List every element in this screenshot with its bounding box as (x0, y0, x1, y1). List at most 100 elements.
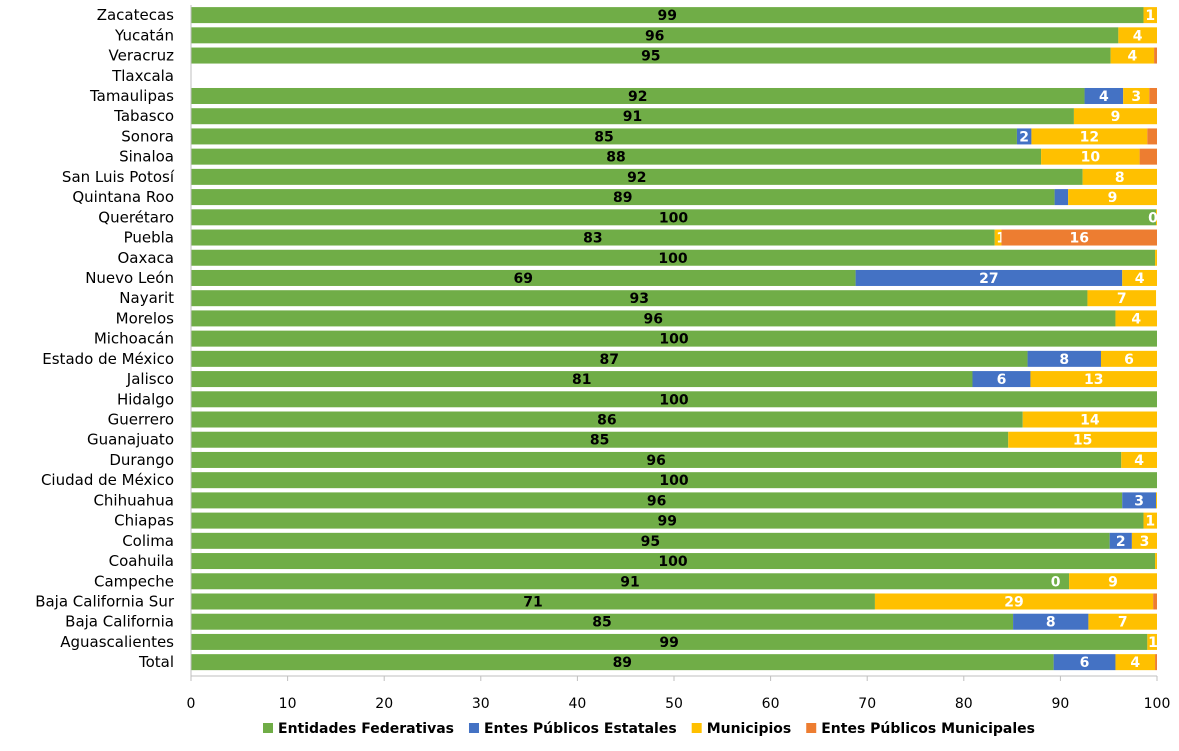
data-label-entidades-federativas-campeche: 91 (620, 574, 639, 590)
bar-entidades-federativas-estado-de-mexico (191, 350, 1028, 367)
bar-municipios-baja-california (1088, 613, 1157, 630)
data-label-entidades-federativas-guanajuato: 85 (590, 433, 609, 449)
bar-entidades-federativas-queretaro (191, 209, 1157, 226)
data-label-municipios-puebla: 1 (996, 231, 1006, 247)
data-label-municipios-tamaulipas: 3 (1131, 89, 1141, 105)
data-label-entidades-federativas-tamaulipas: 92 (628, 89, 647, 105)
category-label-morelos: Morelos (116, 309, 175, 327)
x-tick-label-80: 80 (955, 696, 973, 712)
data-label-municipios-guanajuato: 15 (1073, 433, 1092, 449)
bar-entidades-federativas-chiapas (191, 512, 1144, 529)
data-label-entidades-federativas-guerrero: 86 (597, 413, 616, 429)
data-label-entes-publicos-municipales-puebla: 16 (1069, 231, 1088, 247)
data-label-entidades-federativas-chihuahua: 96 (647, 493, 666, 509)
data-label-entes-publicos-estatales-colima: 2 (1116, 534, 1126, 550)
data-label-entidades-federativas-jalisco: 81 (572, 372, 591, 388)
data-label-entes-publicos-estatales-campeche: 0 (1051, 574, 1061, 590)
bar-municipios-tabasco (1073, 108, 1157, 125)
x-tick-label-30: 30 (472, 696, 490, 712)
category-label-estado-de-mexico: Estado de México (42, 350, 174, 368)
bar-entes-publicos-estatales-baja-california (1013, 613, 1089, 630)
bar-entidades-federativas-aguascalientes (191, 633, 1148, 650)
data-label-entidades-federativas-sonora: 85 (594, 129, 613, 145)
bar-entidades-federativas-ciudad-de-mexico (191, 472, 1157, 489)
bar-municipios-estado-de-mexico (1100, 350, 1157, 367)
bar-municipios-campeche (1069, 573, 1157, 590)
data-label-municipios-campeche: 9 (1108, 574, 1118, 590)
bar-entidades-federativas-michoacan (191, 330, 1157, 347)
bar-entes-publicos-estatales-chihuahua (1122, 492, 1157, 509)
data-label-entidades-federativas-durango: 96 (646, 453, 665, 469)
bar-entidades-federativas-total (191, 654, 1054, 671)
bar-entes-publicos-municipales-veracruz (1154, 47, 1157, 64)
data-label-municipios-nayarit: 7 (1117, 291, 1127, 307)
data-label-entes-publicos-estatales-estado-de-mexico: 8 (1059, 352, 1069, 368)
bar-entidades-federativas-guerrero (191, 411, 1023, 428)
data-label-entidades-federativas-sinaloa: 88 (606, 150, 625, 166)
bar-entidades-federativas-guanajuato (191, 431, 1009, 448)
data-label-entidades-federativas-nayarit: 93 (629, 291, 648, 307)
data-label-entidades-federativas-total: 89 (613, 655, 632, 671)
bar-municipios-guerrero (1022, 411, 1157, 428)
data-label-entidades-federativas-coahuila: 100 (658, 554, 687, 570)
legend-label-entes-publicos-estatales: Entes Públicos Estatales (484, 721, 677, 737)
category-label-aguascalientes: Aguascalientes (60, 633, 174, 651)
x-tick-label-40: 40 (568, 696, 586, 712)
data-label-entidades-federativas-aguascalientes: 99 (659, 635, 678, 651)
bar-municipios-san-luis-potosi (1082, 168, 1157, 185)
legend-label-municipios: Municipios (707, 721, 792, 737)
data-label-entidades-federativas-baja-california-sur: 71 (523, 594, 542, 610)
bar-municipios-puebla (994, 229, 1002, 246)
legend-label-entes-publicos-municipales: Entes Públicos Municipales (821, 721, 1035, 737)
category-label-durango: Durango (109, 451, 174, 469)
bar-entidades-federativas-yucatan (191, 27, 1119, 44)
bar-entidades-federativas-tamaulipas (191, 87, 1085, 104)
data-label-municipios-aguascalientes: 1 (1148, 635, 1158, 651)
data-label-municipios-durango: 4 (1134, 453, 1144, 469)
bar-municipios-total (1115, 654, 1156, 671)
bar-entidades-federativas-zacatecas (191, 7, 1144, 24)
bar-municipios-chihuahua (1156, 492, 1157, 509)
bar-municipios-sinaloa (1041, 148, 1140, 165)
bar-entes-publicos-estatales-nuevo-leon (855, 269, 1123, 286)
bar-municipios-morelos (1115, 310, 1157, 327)
legend-swatch-entidades-federativas (263, 723, 273, 733)
bar-municipios-queretaro (1156, 209, 1157, 226)
bar-entidades-federativas-san-luis-potosi (191, 168, 1083, 185)
bar-entidades-federativas-sonora (191, 128, 1017, 145)
data-label-municipios-sinaloa: 10 (1081, 150, 1101, 166)
bar-entidades-federativas-tabasco (191, 108, 1074, 125)
data-label-entidades-federativas-hidalgo: 100 (659, 392, 688, 408)
data-label-municipios-zacatecas: 1 (1145, 8, 1155, 24)
data-label-entes-publicos-estatales-jalisco: 6 (997, 372, 1007, 388)
bar-municipios-oaxaca (1155, 249, 1157, 266)
data-label-municipios-queretaro: 0 (1148, 210, 1158, 226)
category-label-hidalgo: Hidalgo (117, 390, 174, 408)
category-label-queretaro: Querétaro (98, 208, 174, 226)
data-label-municipios-morelos: 4 (1131, 311, 1141, 327)
category-label-veracruz: Veracruz (109, 47, 175, 65)
legend-label-entidades-federativas: Entidades Federativas (278, 721, 454, 737)
category-label-michoacan: Michoacán (94, 330, 174, 348)
x-tick-label-50: 50 (665, 696, 683, 712)
category-label-baja-california-sur: Baja California Sur (35, 592, 175, 610)
category-label-sinaloa: Sinaloa (119, 148, 174, 166)
data-label-entidades-federativas-veracruz: 95 (641, 49, 660, 65)
legend-swatch-entes-publicos-municipales (806, 723, 817, 733)
data-label-municipios-chiapas: 1 (1145, 514, 1155, 530)
category-label-puebla: Puebla (124, 229, 174, 247)
data-label-entidades-federativas-puebla: 83 (583, 231, 602, 247)
category-label-tlaxcala: Tlaxcala (111, 67, 174, 85)
x-tick-label-10: 10 (279, 696, 297, 712)
data-label-municipios-baja-california: 7 (1118, 615, 1128, 631)
bar-entidades-federativas-baja-california-sur (191, 593, 875, 610)
bar-municipios-aguascalientes (1147, 633, 1157, 650)
data-label-entidades-federativas-baja-california: 85 (592, 615, 611, 631)
data-label-entidades-federativas-tabasco: 91 (623, 109, 642, 125)
x-tick-label-90: 90 (1051, 696, 1069, 712)
category-label-ciudad-de-mexico: Ciudad de México (41, 471, 174, 489)
category-label-colima: Colima (122, 532, 174, 550)
data-label-entes-publicos-estatales-tamaulipas: 4 (1099, 89, 1109, 105)
bar-entidades-federativas-quintana-roo (191, 189, 1055, 206)
